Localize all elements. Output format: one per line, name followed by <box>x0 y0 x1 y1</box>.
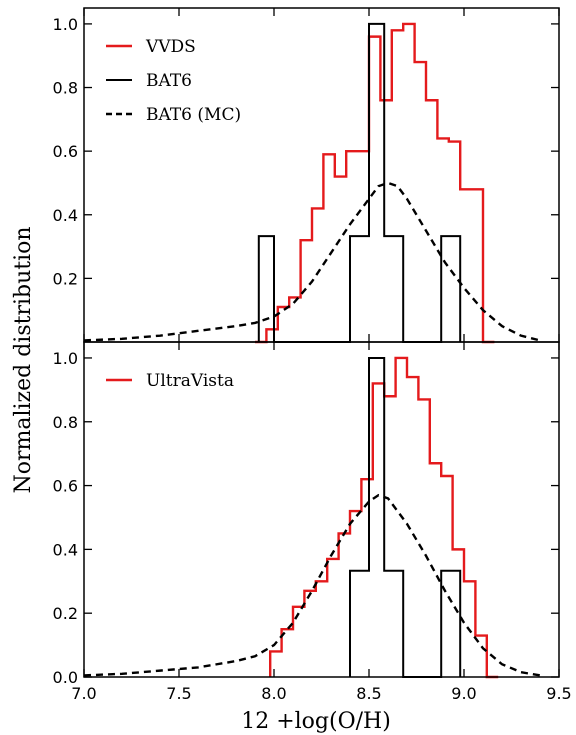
series-top-bat6 <box>257 22 462 343</box>
top-panel: 0.2 0.4 0.6 0.8 1.0 VVDS BAT6 BAT6 (MC) <box>53 7 560 344</box>
legend-label: BAT6 <box>146 71 192 91</box>
x-tick-label: 8.0 <box>261 684 286 703</box>
y-tick-label: 0.6 <box>53 477 78 496</box>
x-tick-label: 9.5 <box>546 684 571 703</box>
legend-label: VVDS <box>145 37 196 57</box>
y-tick-label: 0.6 <box>53 142 78 161</box>
x-axis-label: 12 +log(O/H) <box>241 709 391 734</box>
y-tick-label: 0.4 <box>53 540 78 559</box>
y-tick-label: 0.2 <box>53 604 78 623</box>
series-bottom-bat6 <box>349 356 462 678</box>
y-tick-label: 0.4 <box>53 206 78 225</box>
y-axis-label: Normalized distribution <box>11 226 36 493</box>
y-tick-label: 0.8 <box>53 79 78 98</box>
x-tick-label: 7.0 <box>71 684 96 703</box>
y-tick-label: 1.0 <box>53 349 78 368</box>
series-top-vvds <box>255 22 495 344</box>
legend-label: UltraVista <box>146 371 234 391</box>
y-tick-label: 1.0 <box>53 15 78 34</box>
y-tick-label: 0.2 <box>53 269 78 288</box>
x-tick-label: 8.5 <box>356 684 381 703</box>
series-top-bat6-mc <box>83 181 541 342</box>
plot-frame-bottom <box>83 341 560 678</box>
bottom-panel: 0.0 0.2 0.4 0.6 0.8 1.0 7.0 7.5 8.0 8.5 9.0 9.5 Ultr… <box>53 341 572 703</box>
x-tick-label: 7.5 <box>166 684 191 703</box>
x-tick-label: 9.0 <box>451 684 476 703</box>
plot-frame-top <box>83 7 560 343</box>
y-tick-label: 0.0 <box>53 668 78 687</box>
legend-label: BAT6 (MC) <box>146 105 241 125</box>
y-tick-label: 0.8 <box>53 413 78 432</box>
series-bottom-bat6-mc <box>83 493 541 677</box>
